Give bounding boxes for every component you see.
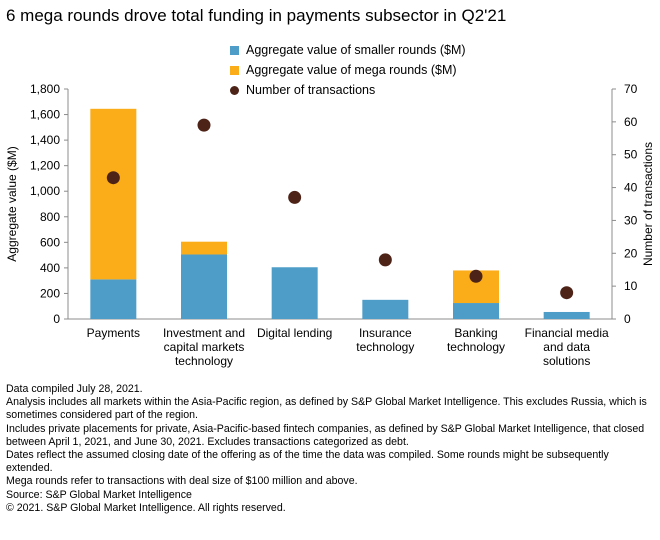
x-tick-label: Digital lending <box>257 326 332 340</box>
y2-tick-label: 40 <box>624 181 638 195</box>
x-tick-label: Payments <box>87 326 140 340</box>
y-tick-label: 400 <box>40 261 60 275</box>
y2-tick-label: 70 <box>624 82 638 96</box>
note-source: Source: S&P Global Market Intelligence <box>6 488 192 501</box>
y-tick-label: 1,400 <box>30 133 60 147</box>
x-tick-label: Financial media and data solutions <box>525 326 609 368</box>
y-tick-label: 1,200 <box>30 159 60 173</box>
chart-notes: Data compiled July 28, 2021. Analysis in… <box>6 383 656 515</box>
y2-tick-label: 20 <box>624 246 638 260</box>
y-axis-title: Aggregate value ($M) <box>5 146 19 261</box>
chart-title: 6 mega rounds drove total funding in pay… <box>6 6 507 25</box>
y-tick-label: 1,600 <box>30 108 60 122</box>
y-tick-label: 200 <box>40 286 60 300</box>
y-tick-label: 0 <box>53 312 60 326</box>
y-tick-label: 800 <box>40 210 60 224</box>
transactions-marker <box>378 253 392 267</box>
y2-tick-label: 60 <box>624 115 638 129</box>
note-region: Analysis includes all markets within the… <box>6 396 647 422</box>
x-tick-label: Insurance technology <box>356 326 414 354</box>
y2-tick-label: 0 <box>624 312 631 326</box>
x-tick-label: Investment and capital markets technology <box>163 326 245 368</box>
bar-mega-rounds <box>181 241 227 255</box>
chart-plot: 0 200 400 600 800 1,000 1,200 1,400 1,600 1,800 0 1… <box>5 82 655 368</box>
legend-label-transactions: Number of transactions <box>246 83 376 97</box>
transactions-marker <box>106 171 120 185</box>
legend-item-mega: Aggregate value of mega rounds ($M) <box>230 60 466 80</box>
y-tick-label: 1,000 <box>30 184 60 198</box>
bar-smaller-rounds <box>181 254 227 319</box>
legend-label-mega: Aggregate value of mega rounds ($M) <box>246 63 457 77</box>
y-tick-label: 1,800 <box>30 82 60 96</box>
x-tick-label: Banking technology <box>447 326 505 354</box>
note-copyright: © 2021. S&P Global Market Intelligence. … <box>6 501 286 514</box>
note-scope: Includes private placements for private,… <box>6 422 645 448</box>
bar-mega-rounds <box>90 108 137 280</box>
legend-label-smaller: Aggregate value of smaller rounds ($M) <box>246 43 466 57</box>
bar-smaller-rounds <box>271 267 318 319</box>
y2-axis-title: Number of transactions <box>641 142 655 266</box>
note-compiled: Data compiled July 28, 2021. <box>6 383 143 395</box>
legend-item-transactions: Number of transactions <box>230 80 466 100</box>
legend-swatch-mega <box>230 65 239 75</box>
bar-smaller-rounds <box>362 299 409 319</box>
legend-swatch-smaller <box>230 45 239 55</box>
transactions-marker <box>469 269 483 283</box>
y2-tick-label: 30 <box>624 213 638 227</box>
y2-tick-label: 50 <box>624 148 638 162</box>
transactions-marker <box>288 190 302 204</box>
note-mega-definition: Mega rounds refer to transactions with d… <box>6 475 358 488</box>
bar-smaller-rounds <box>453 303 499 319</box>
bar-smaller-rounds <box>90 279 137 319</box>
transactions-marker <box>560 286 574 300</box>
note-dates: Dates reflect the assumed closing date o… <box>6 449 609 475</box>
legend-item-smaller: Aggregate value of smaller rounds ($M) <box>230 40 466 60</box>
chart-legend: Aggregate value of smaller rounds ($M) A… <box>230 40 466 100</box>
bar-smaller-rounds <box>543 311 590 319</box>
y2-tick-label: 10 <box>624 279 638 293</box>
legend-marker-transactions <box>230 85 239 95</box>
transactions-marker <box>197 118 211 132</box>
y-tick-label: 600 <box>40 235 60 249</box>
